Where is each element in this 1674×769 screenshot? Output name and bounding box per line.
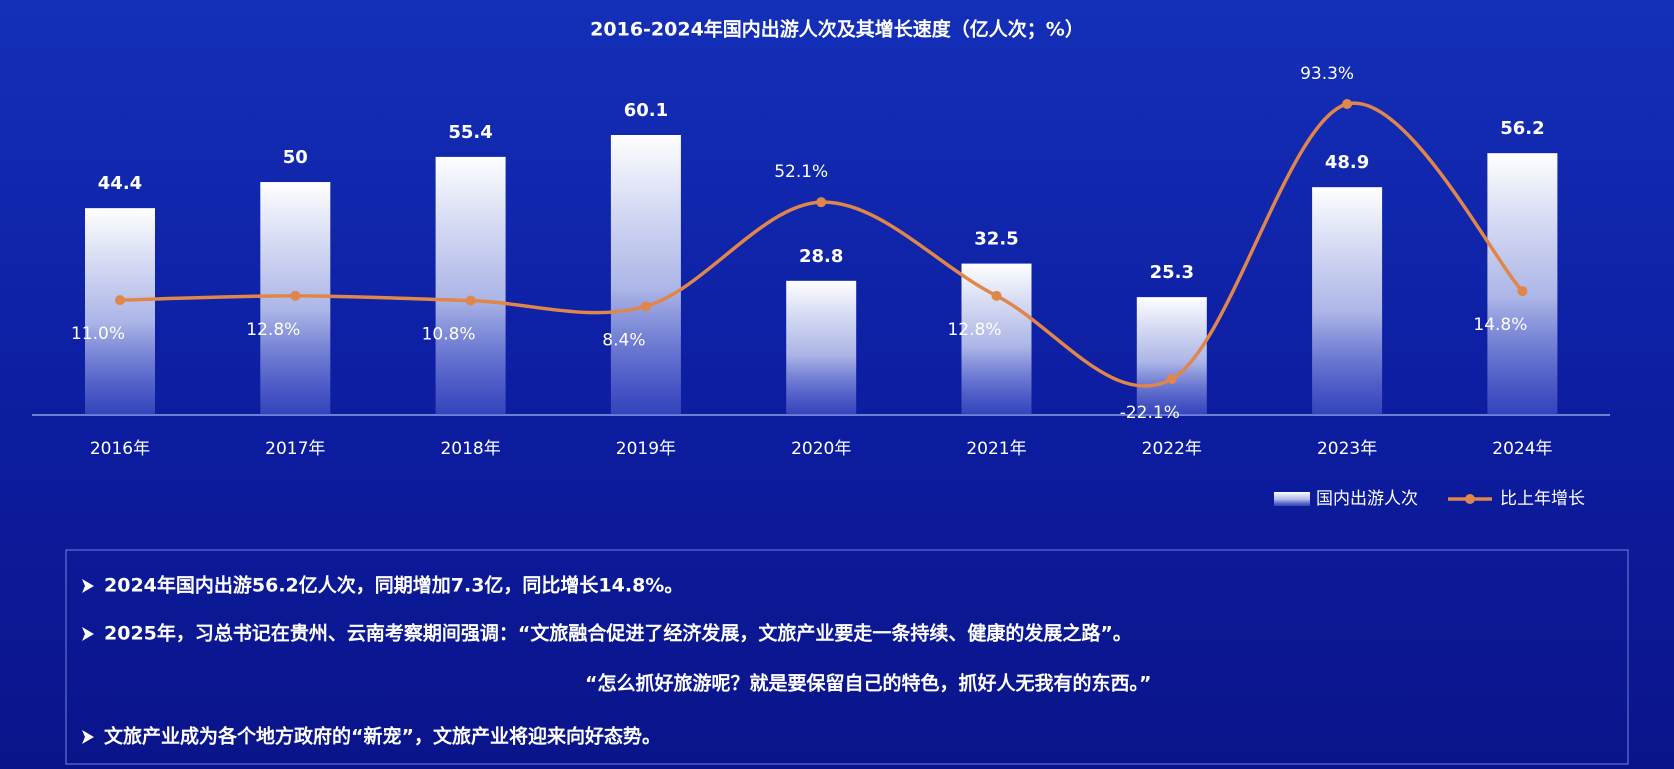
- notes-box: [65, 549, 1629, 765]
- note-text: 2024年国内出游56.2亿人次，同期增加7.3亿，同比增长14.8%。: [104, 574, 683, 597]
- line-point: [290, 290, 301, 301]
- bar: [435, 156, 506, 415]
- line-value-label: 12.8%: [246, 320, 300, 340]
- x-tick-label: 2020年: [791, 439, 851, 459]
- line-value-label: 12.8%: [947, 320, 1001, 340]
- line-value-label: 52.1%: [774, 162, 828, 182]
- line-point: [465, 295, 476, 306]
- line-point: [816, 197, 827, 208]
- x-tick-label: 2022年: [1142, 439, 1202, 459]
- line-value-label: 14.8%: [1473, 315, 1527, 335]
- legend-swatch: [1274, 492, 1310, 506]
- legend-label: 比上年增长: [1500, 489, 1585, 509]
- x-tick-label: 2018年: [440, 439, 500, 459]
- line-value-label: 11.0%: [71, 324, 125, 344]
- line-point: [1166, 374, 1177, 384]
- bar: [1487, 153, 1558, 415]
- note-text: 2025年，习总书记在贵州、云南考察期间强调：“文旅融合促进了经济发展，文旅产业…: [104, 622, 1132, 645]
- bar-value-label: 44.4: [98, 173, 142, 194]
- bar: [85, 208, 155, 415]
- note-text: “怎么抓好旅游呢？就是要保留自己的特色，抓好人无我有的东西。”: [585, 672, 1151, 695]
- x-tick-label: 2016年: [90, 439, 150, 459]
- line: [119, 101, 1524, 388]
- bar-value-label: 55.4: [448, 122, 492, 143]
- bullet-arrow: [82, 627, 94, 641]
- bullet-arrow: [82, 730, 94, 744]
- bar-value-label: 32.5: [974, 229, 1018, 250]
- line-point: [640, 301, 651, 312]
- x-tick-label: 2024年: [1492, 439, 1552, 459]
- line-value-label: 10.8%: [422, 325, 476, 345]
- line-value-label: 8.4%: [602, 330, 645, 350]
- note-text: 文旅产业成为各个地方政府的“新宠”，文旅产业将迎来向好态势。: [104, 725, 661, 748]
- bar: [610, 135, 681, 415]
- bar: [786, 280, 857, 415]
- bar: [961, 263, 1032, 415]
- line-point: [115, 295, 125, 306]
- line-point: [1342, 99, 1353, 109]
- bullet-arrow: [82, 579, 94, 593]
- bar-value-label: 56.2: [1500, 118, 1544, 139]
- line-point: [1517, 286, 1528, 297]
- bar-value-label: 60.1: [624, 100, 668, 121]
- bar-value-label: 50: [283, 147, 308, 168]
- bar-value-label: 28.8: [799, 246, 843, 267]
- line-point: [991, 290, 1002, 301]
- bar-value-label: 25.3: [1150, 262, 1194, 283]
- x-tick-label: 2021年: [966, 439, 1026, 459]
- legend-label: 国内出游人次: [1316, 489, 1418, 509]
- x-tick-label: 2017年: [265, 439, 325, 459]
- chart-title: 2016-2024年国内出游人次及其增长速度（亿人次；%）: [590, 18, 1084, 41]
- line-value-label: -22.1%: [1120, 403, 1180, 423]
- bar-value-label: 48.9: [1325, 152, 1369, 173]
- legend-marker: [1465, 494, 1475, 504]
- x-tick-label: 2023年: [1317, 439, 1377, 459]
- x-tick-label: 2019年: [616, 439, 676, 459]
- line-value-label: 93.3%: [1300, 64, 1354, 84]
- bar: [1312, 187, 1383, 415]
